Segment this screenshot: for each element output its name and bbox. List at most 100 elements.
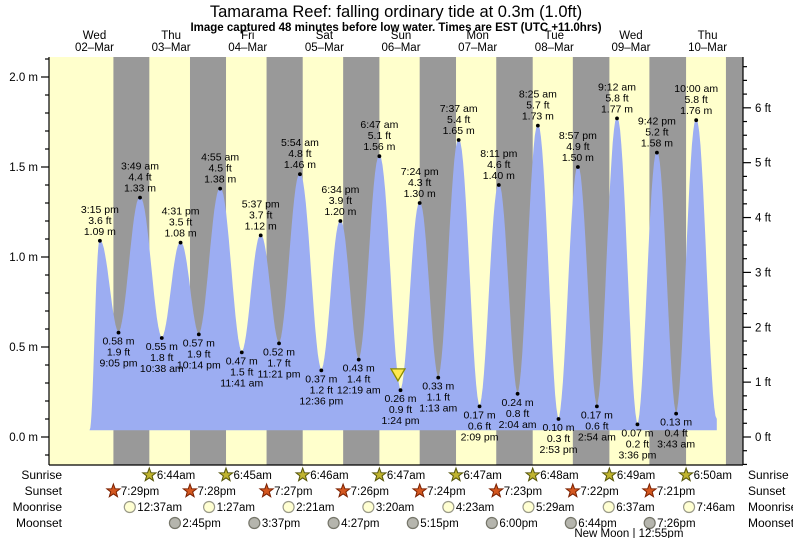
moonrise-circle-icon (522, 500, 535, 514)
moonset-time: 4:27pm (341, 518, 379, 530)
low-tide-annotation: 0.52 m (263, 346, 295, 358)
feet-tick-label: 6 ft (755, 103, 772, 115)
low-tide-annotation: 0.17 m (581, 409, 613, 421)
moonrise-time: 4:23am (456, 502, 494, 514)
sunrise-time: 6:49am (617, 470, 655, 482)
chart-plot-area: 3:15 pm3.6 ft1.09 m0.58 m1.9 ft9:05 pm3:… (9, 30, 793, 538)
high-tide-annotation: 4.4 ft (128, 172, 151, 184)
metre-tick-label: 2.0 m (9, 72, 38, 84)
sunrise-time: 6:47am (387, 470, 425, 482)
high-tide-annotation: 5.8 ft (685, 94, 708, 106)
tide-point-dot (615, 116, 619, 121)
sunrise-star-icon (294, 466, 311, 482)
high-tide-annotation: 1.38 m (204, 174, 236, 186)
low-tide-annotation: 0.10 m (542, 422, 574, 434)
moonrise-time: 5:29am (536, 502, 574, 514)
moonrise-time: 7:46am (697, 502, 735, 514)
sunset-star-icon (335, 482, 352, 498)
tide-point-dot (556, 417, 561, 421)
feet-tick-label: 1 ft (755, 377, 772, 389)
sunset-time: 7:26pm (351, 486, 389, 498)
sunset-time: 7:27pm (274, 486, 312, 498)
high-tide-annotation: 3:15 pm (81, 204, 119, 216)
moonrise-circle-icon (442, 500, 455, 514)
low-tide-annotation: 0.37 m (305, 373, 337, 385)
moonset-circle-icon (406, 516, 419, 530)
tide-point-dot (138, 195, 142, 200)
tide-point-dot (338, 219, 343, 223)
low-tide-annotation: 2:04 am (499, 419, 537, 431)
moonset-circle-icon (564, 516, 577, 530)
low-tide-annotation: 0.13 m (660, 417, 692, 429)
sunset-time: 7:28pm (197, 486, 235, 498)
sunrise-time: 6:50am (694, 470, 732, 482)
low-tide-annotation: 2:53 pm (540, 444, 578, 456)
sunrise-star-icon (524, 466, 541, 482)
tide-point-dot (477, 404, 482, 409)
day-name-label: Wed (83, 30, 106, 42)
page-title: Tamarama Reef: falling ordinary tide at … (210, 3, 582, 21)
high-tide-annotation: 1.12 m (245, 220, 277, 232)
moonrise-time: 3:20am (376, 502, 414, 514)
tide-point-dot (377, 154, 382, 159)
sunset-time: 7:21pm (657, 486, 695, 498)
row-label-moonset-left: Moonset (16, 516, 63, 530)
sunrise-star-icon (678, 466, 695, 482)
low-tide-annotation: 12:19 am (337, 385, 381, 397)
day-name-label: Mon (466, 30, 488, 42)
sunset-star-icon (411, 482, 428, 498)
high-tide-annotation: 4.5 ft (208, 163, 231, 175)
high-tide-annotation: 1.30 m (404, 188, 436, 200)
tide-point-dot (298, 172, 302, 177)
high-tide-annotation: 3.7 ft (249, 209, 272, 221)
low-tide-annotation: 1.5 ft (230, 366, 253, 378)
high-tide-annotation: 1.77 m (601, 103, 633, 115)
row-label-sunrise-left: Sunrise (21, 468, 62, 482)
row-label-moonrise-right: Moonrise (748, 500, 793, 514)
low-tide-annotation: 0.47 m (226, 355, 258, 367)
high-tide-annotation: 3.5 ft (169, 217, 192, 229)
day-date-label: 06–Mar (382, 42, 421, 54)
moonset-time: 5:15pm (420, 518, 458, 530)
feet-tick-label: 4 ft (755, 213, 772, 225)
low-tide-annotation: 0.33 m (422, 381, 454, 393)
moonrise-time: 2:21am (296, 502, 334, 514)
row-label-sunset-right: Sunset (748, 484, 786, 498)
high-tide-annotation: 1.46 m (284, 159, 316, 171)
high-tide-annotation: 1.09 m (84, 226, 116, 238)
high-tide-annotation: 10:00 am (674, 83, 718, 95)
low-tide-annotation: 11:21 pm (258, 368, 301, 380)
low-tide-annotation: 10:14 pm (177, 359, 221, 371)
sunrise-time: 6:45am (234, 470, 272, 482)
sunrise-time: 6:48am (540, 470, 578, 482)
day-date-label: 02–Mar (75, 42, 114, 54)
moonset-time: 7:26pm (657, 518, 695, 530)
sunrise-star-icon (601, 466, 618, 482)
tide-point-dot (239, 350, 244, 355)
high-tide-annotation: 5.4 ft (447, 114, 470, 126)
low-tide-annotation: 1:13 am (419, 403, 457, 415)
high-tide-annotation: 1.65 m (443, 125, 475, 137)
metre-tick-label: 0.5 m (9, 342, 38, 354)
high-tide-annotation: 4:31 pm (162, 206, 200, 218)
sunrise-star-icon (371, 466, 388, 482)
moonrise-time: 1:27am (217, 502, 255, 514)
sunset-star-icon (181, 482, 198, 498)
sunset-star-icon (105, 482, 122, 498)
tide-point-dot (159, 336, 164, 340)
high-tide-annotation: 6:34 pm (321, 184, 359, 196)
moonrise-circle-icon (282, 500, 295, 514)
high-tide-annotation: 1.73 m (522, 111, 554, 123)
tide-point-dot (356, 357, 361, 362)
high-tide-annotation: 1.58 m (641, 138, 673, 150)
high-tide-annotation: 9:42 pm (638, 116, 676, 128)
tide-point-dot (575, 165, 580, 169)
low-tide-annotation: 3:36 pm (618, 449, 656, 461)
moonrise-time: 12:37am (137, 502, 182, 514)
low-tide-annotation: 0.17 m (463, 409, 495, 421)
tide-point-dot (535, 123, 540, 128)
feet-tick-label: 2 ft (755, 322, 772, 334)
day-name-label: Fri (241, 30, 254, 42)
metre-tick-label: 0.0 m (9, 432, 38, 444)
